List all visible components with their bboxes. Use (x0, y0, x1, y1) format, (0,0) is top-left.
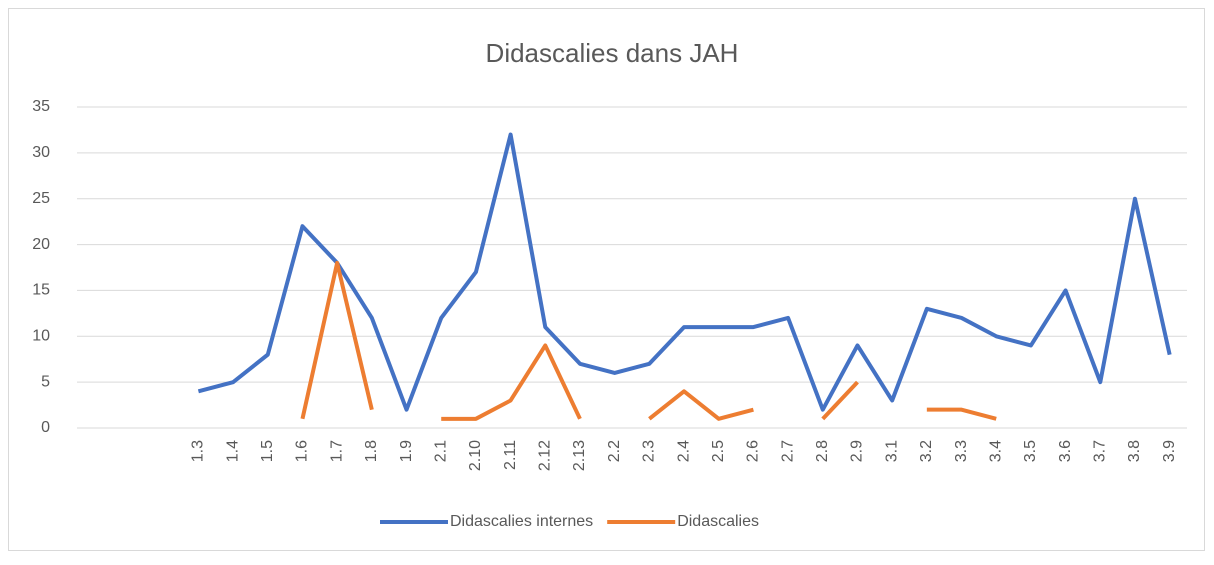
x-tick-label: 3.3 (953, 440, 970, 462)
x-tick-label: 3.7 (1092, 440, 1109, 462)
x-tick-label: 2.12 (537, 440, 554, 471)
x-tick-label: 3.8 (1126, 440, 1143, 462)
x-tick-label: 2.6 (745, 440, 762, 462)
x-tick-label: 1.9 (398, 440, 415, 462)
y-tick-label: 5 (41, 373, 50, 390)
x-tick-label: 2.2 (606, 440, 623, 462)
y-tick-label: 20 (32, 236, 50, 253)
line-series (441, 343, 582, 421)
x-tick-label: 1.6 (294, 440, 311, 462)
chart-title: Didascalies dans JAH (486, 38, 739, 68)
x-tick-label: 2.7 (779, 440, 796, 462)
x-tick-label: 2.11 (502, 440, 519, 470)
y-tick-label: 15 (32, 282, 50, 299)
x-tick-label: 3.9 (1161, 440, 1178, 462)
y-tick-label: 30 (32, 144, 50, 161)
y-tick-label: 35 (32, 98, 50, 115)
x-tick-label: 1.3 (190, 440, 207, 462)
x-tick-label: 3.2 (918, 440, 935, 462)
x-tick-label: 2.5 (710, 440, 727, 462)
y-tick-label: 10 (32, 328, 50, 345)
x-tick-label: 3.1 (883, 440, 900, 462)
x-tick-label: 1.5 (259, 440, 276, 462)
legend-label: Didascalies internes (450, 513, 593, 530)
x-tick-label: 2.13 (571, 440, 588, 471)
x-tick-label: 2.9 (849, 440, 866, 462)
line-series (926, 407, 997, 421)
x-tick-label: 3.6 (1057, 440, 1074, 462)
x-tick-label: 1.4 (224, 440, 241, 462)
x-tick-label: 2.8 (814, 440, 831, 462)
x-tick-label: 1.7 (328, 440, 345, 462)
y-tick-label: 25 (32, 190, 50, 207)
line-series (197, 132, 1172, 412)
x-tick-label: 2.10 (467, 440, 484, 471)
x-tick-label: 1.8 (363, 440, 380, 462)
line-series (300, 260, 374, 420)
x-tick-label: 3.4 (987, 440, 1004, 462)
x-tick-label: 2.3 (641, 440, 658, 462)
x-tick-label: 3.5 (1022, 440, 1039, 462)
x-tick-label: 2.1 (432, 440, 449, 462)
line-series (821, 380, 859, 421)
y-tick-label: 0 (41, 419, 50, 436)
x-tick-label: 2.4 (675, 440, 692, 462)
line-series (648, 389, 754, 421)
chart-border (8, 8, 1205, 551)
legend-label: Didascalies (677, 513, 759, 530)
